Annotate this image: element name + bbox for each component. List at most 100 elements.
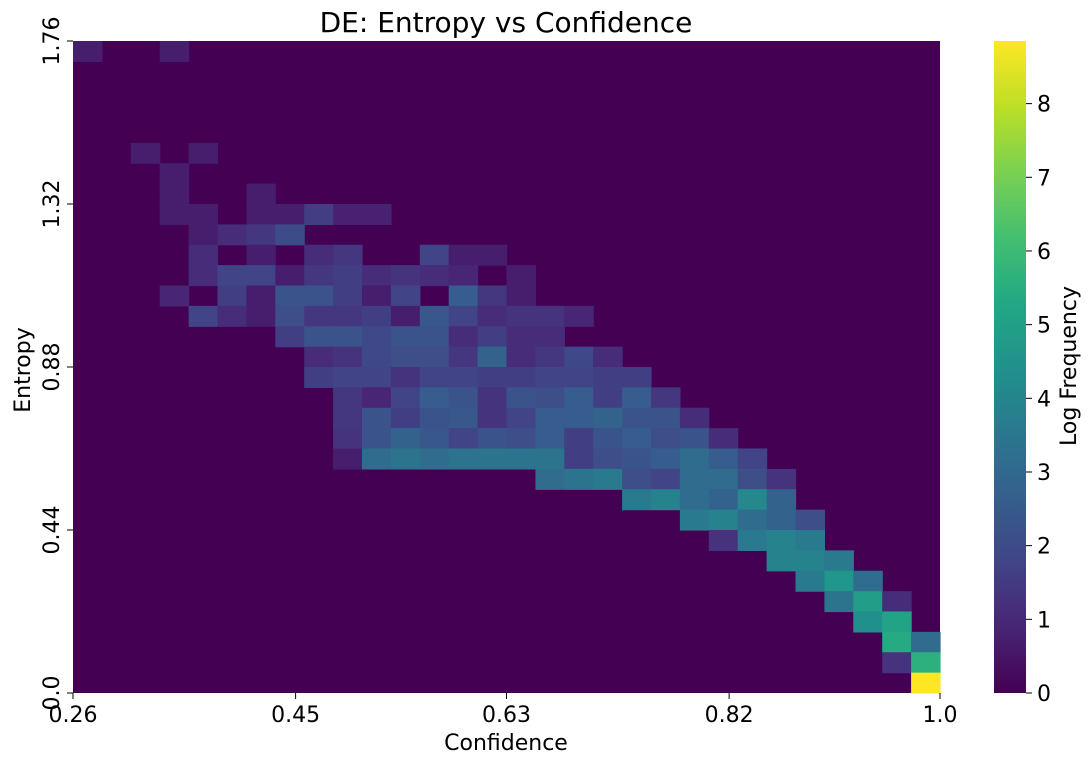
heatmap-cell [159, 183, 190, 205]
x-tick-label: 1.0 [923, 703, 958, 728]
heatmap-cell [246, 224, 276, 246]
heatmap-cell [333, 448, 363, 470]
x-axis: 0.26 0.45 0.63 0.82 1.0 [49, 693, 958, 728]
heatmap-cell [651, 448, 681, 470]
heatmap-cell [448, 265, 479, 287]
heatmap-cell [419, 428, 450, 450]
heatmap-cell [882, 611, 912, 633]
heatmap-cell [477, 428, 508, 450]
heatmap-cell [506, 367, 536, 388]
heatmap-cell [564, 468, 594, 490]
heatmap-cell [362, 326, 392, 348]
heatmap-cell [304, 367, 334, 388]
heatmap-cell [188, 224, 219, 246]
heatmap-cell [795, 550, 825, 572]
heatmap-cell [246, 305, 276, 327]
y-tick-label: 1.32 [40, 180, 65, 229]
heatmap-cell [911, 652, 941, 674]
heatmap-cell [390, 448, 421, 470]
heatmap-cell [477, 285, 508, 307]
heatmap-cell [535, 305, 565, 327]
heatmap-cell [275, 326, 305, 348]
heatmap-cell [651, 407, 681, 429]
heatmap-cell [679, 489, 710, 511]
y-tick-label: 0.44 [40, 506, 65, 555]
heatmap-cell [766, 509, 797, 531]
heatmap-cell [159, 285, 190, 307]
y-tick-label: 0.88 [40, 343, 65, 392]
heatmap-cell [708, 428, 739, 450]
heatmap-cell [766, 468, 797, 490]
heatmap-cell [448, 448, 479, 470]
heatmap-cell [304, 326, 334, 348]
heatmap-cell [477, 244, 508, 266]
heatmap-cell [622, 448, 652, 470]
colorbar-tick-label: 6 [1037, 240, 1051, 265]
heatmap-cell [622, 428, 652, 450]
heatmap-cell [477, 448, 508, 470]
heatmap-cell [506, 448, 536, 470]
heatmap-cell [708, 489, 739, 511]
heatmap-cell [766, 530, 797, 551]
heatmap-cell [333, 285, 363, 307]
heatmap-cell [390, 428, 421, 450]
heatmap-cell [362, 367, 392, 388]
heatmap-cell [564, 428, 594, 450]
heatmap-cell [564, 305, 594, 327]
heatmap-cell [217, 305, 247, 327]
heatmap-cell [622, 407, 652, 429]
heatmap-cell [679, 428, 710, 450]
heatmap-cell [506, 285, 536, 307]
heatmap-cell [593, 367, 623, 388]
heatmap-cell [448, 387, 479, 409]
heatmap-cell [853, 591, 883, 613]
heatmap-cell [217, 224, 247, 246]
heatmap-cell [188, 265, 219, 287]
heatmap-cell [130, 142, 161, 164]
heatmap-cell [737, 530, 768, 551]
heatmap-cell [362, 448, 392, 470]
heatmap-cell [333, 387, 363, 409]
heatmap-cell [535, 346, 565, 368]
heatmap-cell [333, 265, 363, 287]
heatmap-cell [419, 387, 450, 409]
heatmap-cell [708, 509, 739, 531]
heatmap-cell [362, 305, 392, 327]
heatmap-cell [333, 244, 363, 266]
heatmap-cell [679, 468, 710, 490]
heatmap-cell [737, 489, 768, 511]
y-axis-label: Entropy [11, 327, 36, 412]
heatmap-cell [448, 244, 479, 266]
colorbar-label: Log Frequency [1057, 286, 1082, 446]
heatmap-cell [651, 387, 681, 409]
x-tick-label: 0.63 [482, 703, 531, 728]
heatmap-plot-area [73, 41, 941, 694]
heatmap-cell [419, 407, 450, 429]
heatmap-cell [362, 204, 392, 225]
heatmap-cell [708, 448, 739, 470]
heatmap-cell [304, 346, 334, 368]
heatmap-cell [679, 448, 710, 470]
heatmap-cell [477, 326, 508, 348]
heatmap-cell [333, 326, 363, 348]
heatmap-cell [506, 407, 536, 429]
heatmap-cell [882, 652, 912, 674]
heatmap-cell [390, 305, 421, 327]
heatmap-cell [911, 631, 941, 653]
heatmap-cell [506, 305, 536, 327]
heatmap-cell [477, 305, 508, 327]
heatmap-cell [246, 204, 276, 225]
heatmap-cell [246, 265, 276, 287]
x-axis-label: Confidence [444, 731, 568, 756]
colorbar-tick-label: 7 [1037, 166, 1051, 191]
heatmap-cell [853, 570, 883, 592]
heatmap-cell [564, 346, 594, 368]
heatmap-cell [535, 448, 565, 470]
heatmap-cell [390, 367, 421, 388]
heatmap-cell [246, 183, 276, 205]
x-tick-label: 0.26 [49, 703, 98, 728]
heatmap-cell [506, 265, 536, 287]
heatmap-cell [275, 285, 305, 307]
colorbar-tick-label: 0 [1037, 682, 1051, 707]
heatmap-cell [795, 530, 825, 551]
